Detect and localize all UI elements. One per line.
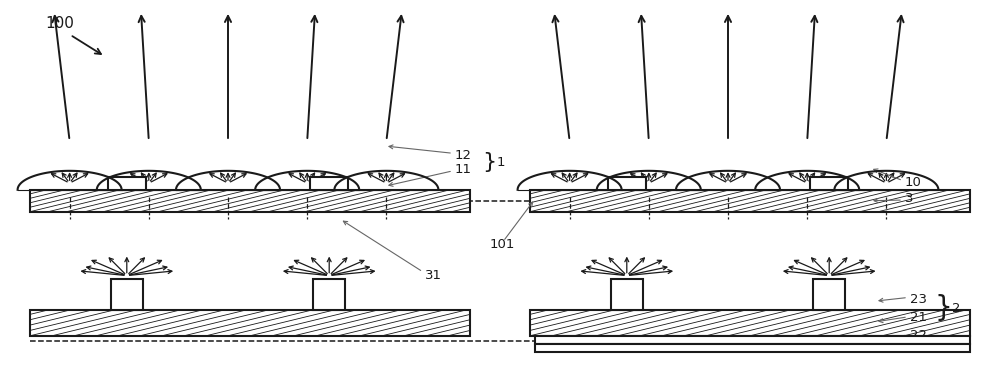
Bar (30, 190, 470, 212)
Text: 12: 12 (455, 149, 472, 162)
Text: 22: 22 (910, 329, 927, 342)
Bar (108, 177, 146, 190)
Bar (813, 279, 845, 310)
Bar (111, 279, 143, 310)
Text: 31: 31 (425, 269, 442, 282)
Text: }: } (935, 295, 953, 322)
Text: 10: 10 (905, 176, 922, 189)
Bar (30, 310, 470, 336)
Text: 23: 23 (910, 293, 927, 306)
Text: 1: 1 (497, 156, 506, 169)
Text: 2: 2 (952, 302, 960, 315)
Bar (810, 177, 848, 190)
Bar (530, 310, 970, 336)
Bar (535, 336, 970, 344)
Text: 3: 3 (905, 192, 914, 205)
Bar (611, 279, 643, 310)
Text: }: } (482, 153, 496, 172)
Bar (310, 177, 348, 190)
Bar (313, 279, 345, 310)
Bar (530, 190, 970, 212)
Text: 21: 21 (910, 311, 927, 324)
Text: 101: 101 (490, 238, 515, 251)
Bar (535, 344, 970, 352)
Bar (608, 177, 646, 190)
Text: 11: 11 (455, 163, 472, 176)
Text: 100: 100 (45, 16, 74, 31)
